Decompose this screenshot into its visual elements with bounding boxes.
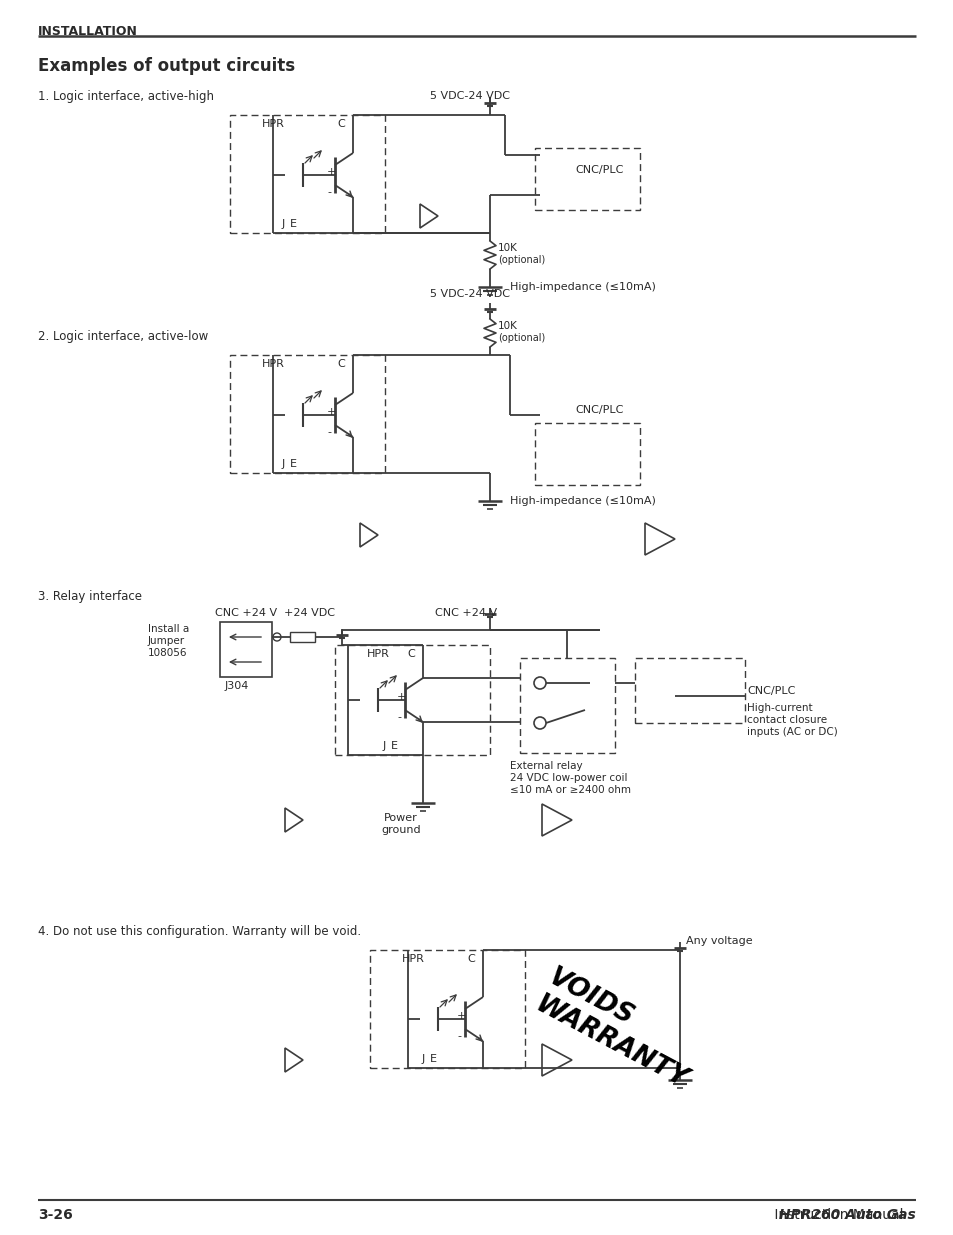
Text: Jumper: Jumper xyxy=(148,636,185,646)
Bar xyxy=(220,622,272,677)
Text: C: C xyxy=(336,359,344,369)
Text: HPR: HPR xyxy=(262,359,285,369)
Text: 3. Relay interface: 3. Relay interface xyxy=(38,590,142,603)
Text: +: + xyxy=(327,408,336,417)
Text: 5 VDC-24 VDC: 5 VDC-24 VDC xyxy=(430,91,510,101)
Text: +: + xyxy=(396,692,406,701)
Text: E: E xyxy=(430,1053,436,1065)
Text: -: - xyxy=(327,186,331,198)
Text: ground: ground xyxy=(381,825,420,835)
Text: 3-26: 3-26 xyxy=(38,1208,72,1221)
Text: E: E xyxy=(290,219,296,228)
Text: -: - xyxy=(396,713,400,722)
Text: C: C xyxy=(467,953,475,965)
Text: ≤10 mA or ≥2400 ohm: ≤10 mA or ≥2400 ohm xyxy=(510,785,630,795)
Text: HPR260 Auto Gas: HPR260 Auto Gas xyxy=(779,1208,915,1221)
Text: J304: J304 xyxy=(225,680,249,692)
Text: +: + xyxy=(327,167,336,177)
Text: VOIDS
WARRANTY: VOIDS WARRANTY xyxy=(530,965,704,1093)
Text: C: C xyxy=(336,119,344,128)
Text: High-impedance (≤10mA): High-impedance (≤10mA) xyxy=(510,496,656,506)
Text: 5 VDC-24 VDC: 5 VDC-24 VDC xyxy=(430,289,510,299)
Text: CNC/PLC: CNC/PLC xyxy=(746,685,795,697)
Bar xyxy=(635,658,744,722)
Text: Install a: Install a xyxy=(148,624,189,634)
Text: HPR: HPR xyxy=(367,650,390,659)
Text: 10K: 10K xyxy=(497,321,517,331)
Text: +24 VDC: +24 VDC xyxy=(284,608,335,618)
Text: J: J xyxy=(421,1053,425,1065)
Text: INSTALLATION: INSTALLATION xyxy=(38,25,138,38)
Text: CNC +24 V: CNC +24 V xyxy=(214,608,276,618)
Text: 108056: 108056 xyxy=(148,648,188,658)
Text: -: - xyxy=(327,427,331,437)
Bar xyxy=(535,424,639,485)
Text: External relay: External relay xyxy=(510,761,582,771)
Bar xyxy=(370,950,524,1068)
Text: HPR: HPR xyxy=(262,119,285,128)
Text: High-current: High-current xyxy=(746,703,812,713)
Text: (optional): (optional) xyxy=(497,333,545,343)
Text: HPR: HPR xyxy=(401,953,424,965)
Text: 4. Do not use this configuration. Warranty will be void.: 4. Do not use this configuration. Warran… xyxy=(38,925,361,939)
Text: CNC/PLC: CNC/PLC xyxy=(575,405,622,415)
Text: Any voltage: Any voltage xyxy=(685,936,752,946)
Bar xyxy=(519,658,615,753)
Bar xyxy=(230,115,385,233)
Bar xyxy=(290,632,314,642)
Text: (optional): (optional) xyxy=(497,254,545,266)
Text: E: E xyxy=(290,459,296,469)
Text: C: C xyxy=(407,650,415,659)
Bar xyxy=(230,354,385,473)
Text: +: + xyxy=(456,1011,466,1021)
Text: J: J xyxy=(282,219,285,228)
Text: J: J xyxy=(282,459,285,469)
Text: J: J xyxy=(382,741,386,751)
Bar xyxy=(335,645,490,755)
Text: 24 VDC low-power coil: 24 VDC low-power coil xyxy=(510,773,627,783)
Text: Instruction Manual: Instruction Manual xyxy=(769,1208,902,1221)
Text: 2. Logic interface, active-low: 2. Logic interface, active-low xyxy=(38,330,208,343)
Text: CNC +24 V: CNC +24 V xyxy=(435,608,497,618)
Bar xyxy=(535,148,639,210)
Text: Power: Power xyxy=(384,813,417,823)
Text: -: - xyxy=(456,1031,460,1041)
Text: contact closure: contact closure xyxy=(746,715,826,725)
Text: CNC/PLC: CNC/PLC xyxy=(575,165,622,175)
Text: E: E xyxy=(391,741,397,751)
Text: 1. Logic interface, active-high: 1. Logic interface, active-high xyxy=(38,90,213,103)
Text: Examples of output circuits: Examples of output circuits xyxy=(38,57,294,75)
Text: inputs (AC or DC): inputs (AC or DC) xyxy=(746,727,837,737)
Text: 10K: 10K xyxy=(497,243,517,253)
Text: High-impedance (≤10mA): High-impedance (≤10mA) xyxy=(510,282,656,291)
